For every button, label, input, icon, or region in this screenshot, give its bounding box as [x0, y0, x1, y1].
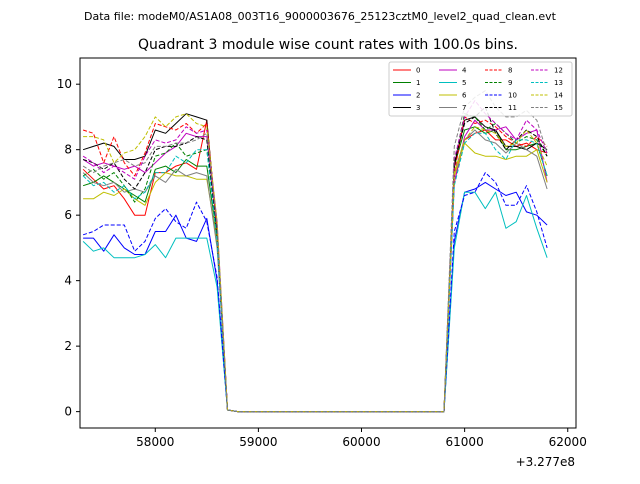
- legend-label-12: 12: [554, 67, 563, 75]
- y-tick-label: 10: [57, 77, 72, 91]
- series-layer: [82, 90, 548, 413]
- y-tick-label: 0: [64, 405, 72, 419]
- x-tick-label: 59000: [239, 435, 277, 449]
- legend-label-4: 4: [462, 67, 467, 75]
- legend-label-10: 10: [508, 92, 517, 100]
- axis-ticks: 58000 59000 60000 61000 62000 0 2 4 6 8 10: [57, 77, 587, 449]
- series-line-13: [82, 132, 548, 413]
- legend-label-9: 9: [508, 79, 512, 87]
- series-line-3: [82, 113, 548, 413]
- legend-label-15: 15: [554, 104, 563, 112]
- y-tick-label: 4: [64, 274, 72, 288]
- legend-label-3: 3: [416, 104, 420, 112]
- series-line-7: [82, 129, 548, 413]
- legend-label-0: 0: [416, 67, 420, 75]
- series-line-11: [82, 106, 548, 413]
- series-line-14: [83, 113, 548, 413]
- x-offset-label: +3.277e8: [516, 455, 575, 469]
- y-tick-label: 2: [64, 339, 72, 353]
- x-tick-label: 60000: [342, 435, 380, 449]
- plot-frame: [79, 57, 577, 429]
- figure-suptitle: Data file: modeM0/AS1A08_003T16_90000036…: [84, 10, 557, 23]
- y-tick-label: 6: [64, 208, 72, 222]
- series-line-8: [82, 116, 548, 413]
- chart-title: Quadrant 3 module wise count rates with …: [138, 37, 518, 53]
- x-tick-label: 58000: [136, 435, 174, 449]
- legend-label-13: 13: [554, 79, 563, 87]
- y-tick-label: 8: [64, 143, 72, 157]
- legend-label-5: 5: [462, 79, 466, 87]
- x-tick-label: 61000: [446, 435, 484, 449]
- legend-label-11: 11: [508, 104, 517, 112]
- legend-label-6: 6: [462, 92, 467, 100]
- series-line-10: [82, 172, 548, 413]
- x-tick-label: 62000: [549, 435, 587, 449]
- legend-label-8: 8: [508, 67, 512, 75]
- series-line-1: [82, 126, 548, 413]
- series-line-12: [82, 100, 548, 413]
- legend-label-2: 2: [416, 92, 420, 100]
- series-line-9: [82, 113, 548, 413]
- legend-label-1: 1: [416, 79, 420, 87]
- series-line-15: [82, 90, 548, 413]
- series-line-2: [83, 181, 548, 413]
- legend-box: [388, 61, 573, 117]
- legend-label-7: 7: [462, 104, 466, 112]
- legend-label-14: 14: [554, 92, 563, 100]
